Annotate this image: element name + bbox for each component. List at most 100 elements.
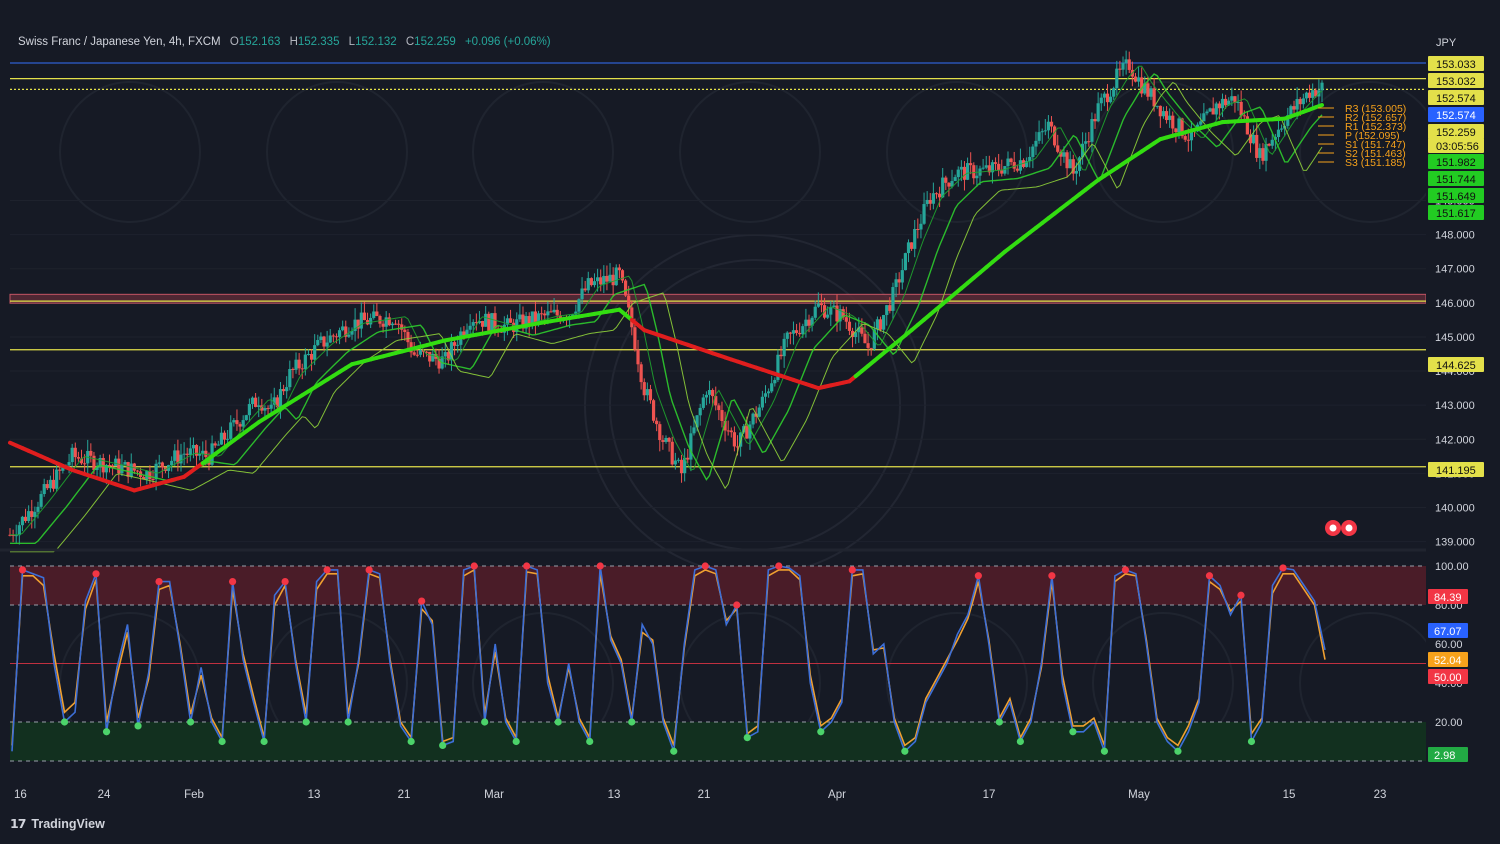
candle[interactable] <box>14 535 18 537</box>
candle[interactable] <box>1152 88 1156 107</box>
candle[interactable] <box>552 309 556 313</box>
candle[interactable] <box>1267 143 1271 146</box>
stochastic-pane[interactable] <box>10 562 1426 762</box>
candle[interactable] <box>1261 148 1265 161</box>
candle[interactable] <box>170 460 174 466</box>
stoch-value-tag[interactable]: 2.98 <box>1428 747 1468 762</box>
candle[interactable] <box>623 280 628 296</box>
candle[interactable] <box>645 389 649 396</box>
candle[interactable] <box>838 309 842 322</box>
candle[interactable] <box>490 313 494 331</box>
candle[interactable] <box>303 354 307 370</box>
resistance-zone[interactable] <box>9 293 1427 304</box>
price-tag[interactable]: 152.574 <box>1428 90 1484 105</box>
candle[interactable] <box>906 242 911 254</box>
candle[interactable] <box>1298 99 1302 105</box>
candle[interactable] <box>1071 159 1075 174</box>
candle[interactable] <box>1255 134 1259 158</box>
candle[interactable] <box>456 344 460 346</box>
candle[interactable] <box>1320 82 1324 91</box>
candle[interactable] <box>1217 103 1222 109</box>
candle[interactable] <box>729 430 733 433</box>
candle[interactable] <box>27 511 31 521</box>
candle[interactable] <box>11 534 15 536</box>
candle[interactable] <box>1084 141 1088 144</box>
candle[interactable] <box>1279 128 1284 130</box>
candle[interactable] <box>726 430 730 432</box>
candle[interactable] <box>1183 136 1187 140</box>
candle[interactable] <box>1301 98 1305 105</box>
candle[interactable] <box>589 278 593 286</box>
candle[interactable] <box>673 460 677 465</box>
candle[interactable] <box>766 391 771 394</box>
candle[interactable] <box>477 320 482 324</box>
candle[interactable] <box>602 275 606 285</box>
candle[interactable] <box>272 397 276 405</box>
candle[interactable] <box>760 396 764 408</box>
candle[interactable] <box>306 353 311 355</box>
candle[interactable] <box>1015 168 1019 171</box>
candle[interactable] <box>826 314 830 318</box>
candle[interactable] <box>540 313 544 315</box>
candle[interactable] <box>990 162 995 173</box>
candle[interactable] <box>1006 158 1010 167</box>
candle[interactable] <box>941 177 945 198</box>
price-tag[interactable]: 153.032 <box>1428 73 1484 88</box>
candle[interactable] <box>359 312 363 329</box>
candle[interactable] <box>378 316 382 324</box>
candle[interactable] <box>1311 90 1315 98</box>
candle[interactable] <box>882 315 886 330</box>
candle[interactable] <box>1205 111 1209 114</box>
candle[interactable] <box>244 415 248 421</box>
candle[interactable] <box>686 457 690 460</box>
candle[interactable] <box>1307 92 1312 98</box>
candle[interactable] <box>179 454 183 464</box>
alert-icon[interactable] <box>1325 520 1357 536</box>
candle[interactable] <box>437 358 441 369</box>
candle[interactable] <box>763 393 768 397</box>
candle[interactable] <box>617 267 621 271</box>
candle[interactable] <box>794 330 799 333</box>
candle[interactable] <box>714 396 718 406</box>
candle[interactable] <box>92 455 96 471</box>
candle[interactable] <box>260 405 264 411</box>
candle[interactable] <box>1292 106 1296 110</box>
candle[interactable] <box>83 463 87 465</box>
candle[interactable] <box>325 342 329 347</box>
candle[interactable] <box>201 450 205 455</box>
candle[interactable] <box>1093 119 1097 122</box>
candle[interactable] <box>1295 99 1299 110</box>
symbol-legend[interactable]: Swiss Franc / Japanese Yen, 4h, FXCM O15… <box>18 36 551 48</box>
candle[interactable] <box>642 382 646 396</box>
candle[interactable] <box>241 420 245 427</box>
candle[interactable] <box>1046 121 1051 131</box>
candle[interactable] <box>160 462 164 468</box>
candle[interactable] <box>263 408 267 411</box>
candle[interactable] <box>903 253 907 271</box>
candle[interactable] <box>717 405 721 411</box>
candle[interactable] <box>126 462 130 477</box>
candle[interactable] <box>1096 103 1100 122</box>
price-tag[interactable]: 152.574 <box>1428 107 1484 122</box>
candle[interactable] <box>689 433 693 460</box>
candle[interactable] <box>524 316 528 329</box>
candle[interactable] <box>1037 132 1041 141</box>
candle[interactable] <box>285 387 289 392</box>
candle[interactable] <box>860 327 864 334</box>
candle[interactable] <box>829 306 833 315</box>
candle[interactable] <box>956 169 960 178</box>
candle[interactable] <box>947 182 951 187</box>
candle[interactable] <box>1155 105 1159 107</box>
candle[interactable] <box>751 413 755 425</box>
candle[interactable] <box>269 404 273 409</box>
candle[interactable] <box>39 494 43 507</box>
candle[interactable] <box>1258 148 1262 158</box>
candle[interactable] <box>1068 159 1072 169</box>
candle[interactable] <box>313 345 317 360</box>
candle[interactable] <box>987 165 991 173</box>
candle[interactable] <box>61 465 65 471</box>
candle[interactable] <box>1115 68 1119 89</box>
candle[interactable] <box>120 464 124 474</box>
candle[interactable] <box>381 323 385 327</box>
candle[interactable] <box>465 329 469 336</box>
